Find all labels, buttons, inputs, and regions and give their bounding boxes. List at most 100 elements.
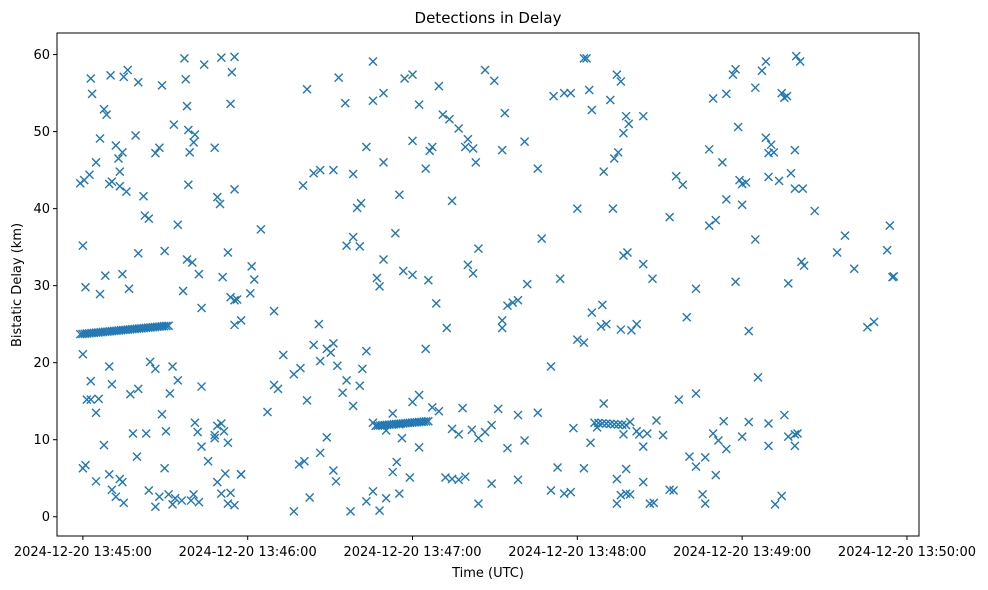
detection-point [236, 469, 246, 479]
detection-point [597, 418, 607, 428]
detection-point [621, 420, 631, 430]
detection-point [340, 98, 350, 108]
detection-point [589, 418, 599, 428]
detection-point [91, 476, 101, 486]
detection-point [400, 73, 410, 83]
detection-point [394, 190, 404, 200]
detection-point [309, 340, 319, 350]
detection-point [711, 470, 721, 480]
detection-point [559, 88, 569, 98]
detection-point [397, 433, 407, 443]
detection-point [421, 344, 431, 354]
detection-point [612, 499, 622, 509]
detection-point [398, 266, 408, 276]
plot-area [75, 51, 899, 516]
detection-point [546, 486, 556, 496]
detection-point [468, 268, 478, 278]
detection-point [154, 143, 164, 153]
detection-point [638, 477, 648, 487]
detection-point [230, 500, 240, 510]
detection-point [790, 145, 800, 155]
detection-point [86, 73, 96, 83]
detection-point [414, 100, 424, 110]
detection-point [691, 284, 701, 294]
detection-point [361, 496, 371, 506]
detection-point [150, 148, 160, 158]
detection-point [566, 487, 576, 497]
chart-title: Detections in Delay [415, 9, 562, 27]
detection-point [95, 134, 105, 144]
detection-point [795, 57, 805, 66]
detection-point [245, 288, 255, 298]
detection-point [298, 181, 308, 191]
detection-point [427, 402, 437, 412]
detection-point [190, 130, 200, 140]
detection-point [117, 147, 127, 157]
detection-point [601, 419, 611, 429]
detection-point [761, 57, 771, 66]
detection-point [408, 397, 418, 407]
detection-point [210, 433, 220, 443]
detection-point [99, 440, 109, 450]
detection-point [613, 147, 623, 157]
detection-point [587, 308, 597, 318]
detection-point [572, 204, 582, 214]
detection-point [302, 395, 312, 405]
detection-point [338, 388, 348, 398]
detection-point [379, 157, 388, 167]
detection-point [647, 274, 657, 284]
detection-point [86, 376, 96, 386]
detection-point [150, 502, 160, 512]
detection-point [78, 241, 88, 251]
detection-point [638, 259, 648, 269]
detection-point [616, 325, 626, 335]
detection-point [141, 429, 151, 439]
detection-point [408, 270, 418, 280]
detection-point [786, 168, 796, 178]
detection-point [434, 406, 444, 416]
detection-point [106, 70, 116, 80]
detection-point [546, 362, 556, 372]
detection-point [849, 264, 859, 274]
x-tick-label: 2024-12-20 13:47:00 [343, 545, 481, 560]
detection-point [94, 394, 104, 404]
detection-point [711, 215, 721, 225]
detection-point [215, 199, 225, 209]
detection-point [555, 274, 565, 284]
detection-point [178, 286, 188, 296]
detection-point [348, 169, 358, 179]
detection-point [744, 326, 754, 336]
detection-point [520, 435, 530, 445]
detection-point [408, 70, 418, 80]
detection-point [194, 497, 204, 507]
detection-point [113, 154, 123, 164]
detection-point [840, 231, 850, 241]
detection-point [212, 192, 222, 202]
detection-point [236, 315, 246, 325]
detection-point [497, 323, 507, 333]
detection-point [249, 274, 259, 284]
detection-point [104, 469, 114, 479]
detection-point [700, 499, 710, 509]
detection-point [638, 442, 648, 452]
detection-point [480, 427, 490, 437]
detection-point [125, 389, 135, 399]
detection-point [212, 477, 222, 487]
plot-frame [56, 32, 920, 537]
detection-point [346, 506, 356, 516]
detection-point [169, 120, 179, 130]
detection-point [168, 499, 178, 509]
detection-point [753, 372, 763, 382]
detection-point [131, 130, 141, 140]
detection-point [361, 346, 371, 356]
detection-point [649, 498, 659, 508]
y-tick-label: 40 [33, 202, 50, 217]
detection-point [170, 493, 180, 503]
detection-point [388, 409, 398, 419]
detection-point [782, 91, 792, 101]
detection-point [232, 295, 242, 305]
detection-point [713, 435, 723, 445]
detection-point [82, 395, 92, 405]
detection-point [315, 448, 325, 458]
